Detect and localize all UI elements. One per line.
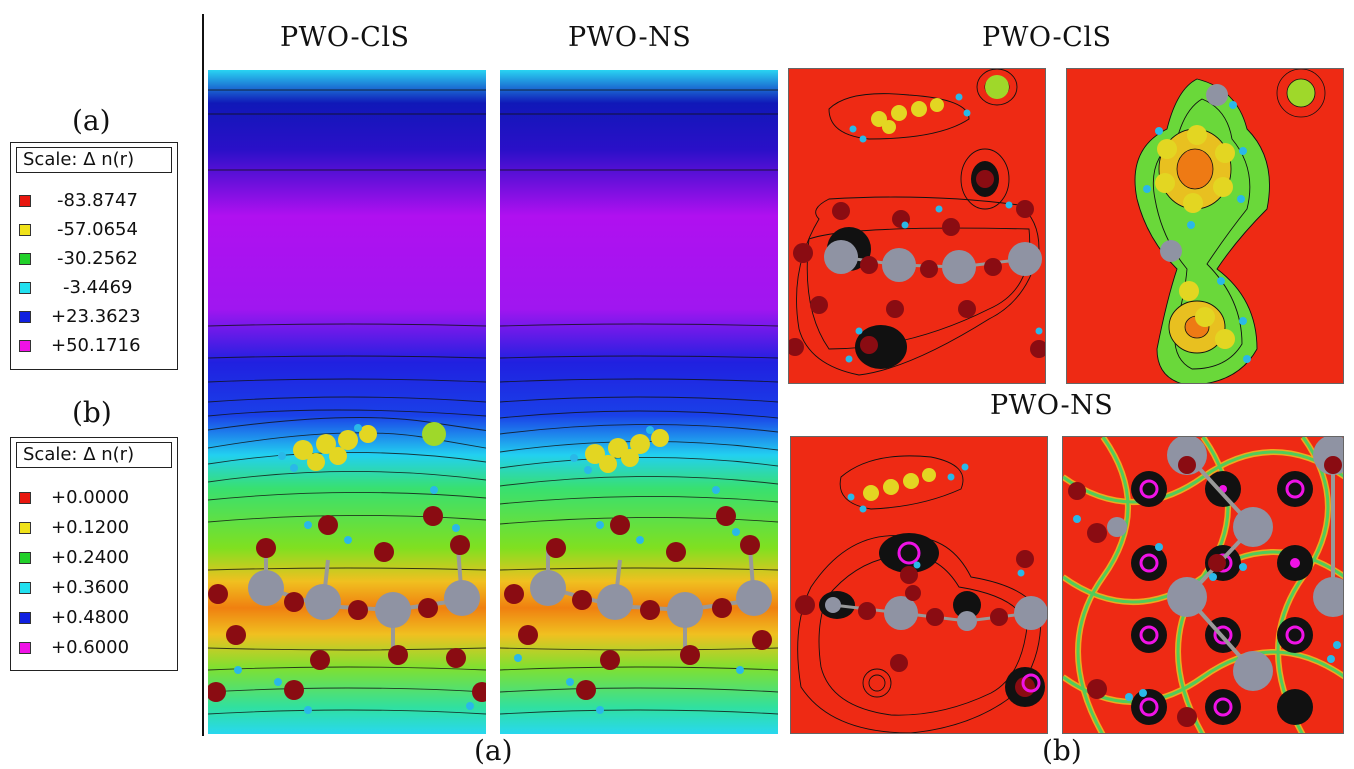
legend-swatch — [19, 552, 31, 564]
density-map-b-ns-right — [1063, 437, 1343, 733]
panel-a-ns — [500, 70, 778, 734]
legend-value: -3.4469 — [63, 277, 133, 298]
legend-swatch — [19, 195, 31, 207]
legend-value: +23.3623 — [51, 306, 141, 327]
legend-swatch — [19, 612, 31, 624]
legend-value: +0.2400 — [51, 547, 130, 568]
panel-b-cls-left — [788, 68, 1046, 384]
legend-value: +0.6000 — [51, 637, 130, 658]
density-map-b-cls-left — [789, 69, 1045, 383]
legend-value: +50.1716 — [51, 335, 141, 356]
legend-value: +0.4800 — [51, 607, 130, 628]
density-map-b-ns-left — [791, 437, 1047, 733]
label-a-bottom: (a) — [474, 734, 513, 767]
molecule-a-ns — [504, 426, 772, 714]
legend-swatch — [19, 311, 31, 323]
vertical-divider — [202, 14, 204, 736]
panel-b-ns-right — [1062, 436, 1344, 734]
density-map-a-cls — [208, 70, 486, 734]
legend-value: -30.2562 — [57, 248, 138, 269]
legend-value: +0.0000 — [51, 487, 130, 508]
density-map-b-cls-right — [1067, 69, 1343, 383]
legend-swatch — [19, 522, 31, 534]
panel-b-ns-left — [790, 436, 1048, 734]
label-a-left: (a) — [72, 104, 111, 137]
legend-b-title: Scale: Δ n(r) — [16, 442, 172, 468]
heading-a-left: PWO-ClS — [280, 22, 410, 53]
heading-b-top: PWO-ClS — [982, 22, 1112, 53]
panel-a-clS — [208, 70, 486, 734]
legend-swatch — [19, 224, 31, 236]
molecule-a-cls — [208, 422, 486, 714]
legend-swatch — [19, 282, 31, 294]
legend-swatch — [19, 582, 31, 594]
legend-value: +0.3600 — [51, 577, 130, 598]
legend-swatch — [19, 253, 31, 265]
legend-value: -57.0654 — [57, 219, 138, 240]
legend-a-title: Scale: Δ n(r) — [16, 147, 172, 173]
legend-value: -83.8747 — [57, 190, 138, 211]
panel-b-cls-right — [1066, 68, 1344, 384]
heading-b-bottom: PWO-NS — [990, 390, 1114, 421]
legend-a: Scale: Δ n(r) -83.8747 -57.0654 -30.2562… — [10, 142, 178, 370]
density-map-a-ns — [500, 70, 778, 734]
legend-swatch — [19, 492, 31, 504]
legend-b: Scale: Δ n(r) +0.0000 +0.1200 +0.2400 +0… — [10, 437, 178, 671]
legend-swatch — [19, 642, 31, 654]
label-b-left: (b) — [72, 396, 112, 429]
label-b-bottom: (b) — [1042, 734, 1082, 767]
legend-value: +0.1200 — [51, 517, 130, 538]
heading-a-right: PWO-NS — [568, 22, 692, 53]
legend-swatch — [19, 340, 31, 352]
